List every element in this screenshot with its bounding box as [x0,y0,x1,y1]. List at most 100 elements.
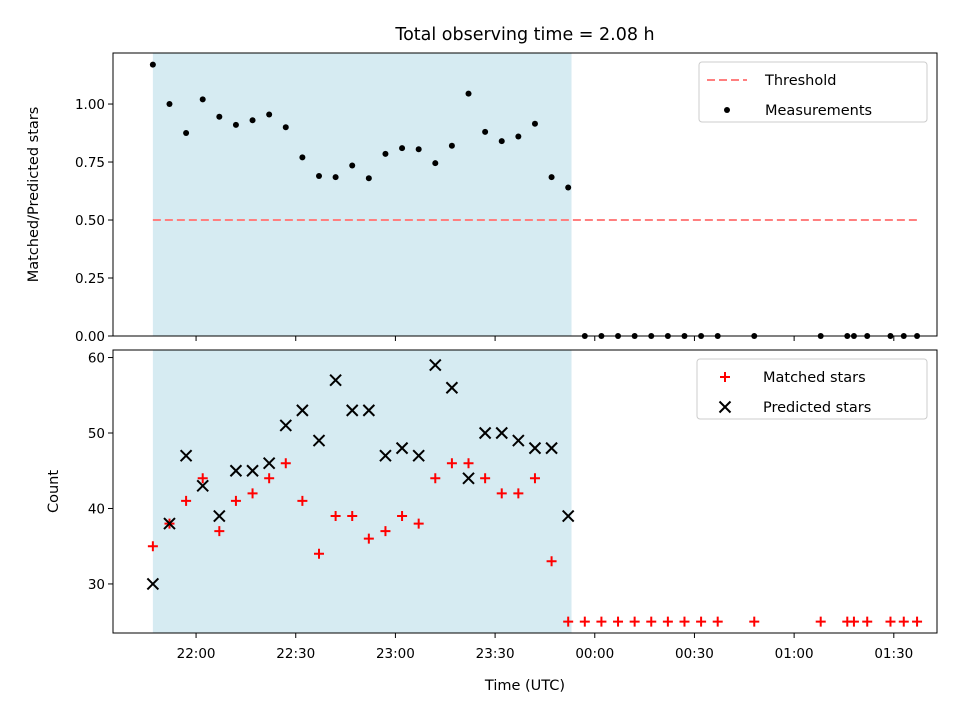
measurement-point [399,145,406,152]
x-tick-label: 00:00 [575,646,614,662]
legend-entry: Predicted stars [763,400,871,416]
predicted-stars-point [312,434,326,447]
predicted-stars-point [296,404,309,417]
predicted-stars-point [146,577,160,591]
legend-matched-swatch [720,372,730,382]
matched-stars-point [380,526,391,537]
measurement-point [565,184,572,191]
measurement-point [448,142,455,149]
matched-stars-point [912,616,923,627]
measurement-point [249,117,256,124]
x-tick-label: 22:30 [276,646,315,662]
measurement-point [332,174,339,181]
matched-stars-point [579,616,590,627]
matched-stars-point [297,495,308,506]
x-axis-label: Time (UTC) [484,678,565,694]
matched-stars-point [181,495,192,506]
y-tick-label: 0.00 [75,329,105,345]
matched-stars-point [696,616,707,627]
measurement-point [415,146,422,153]
observing-window-shade [152,350,572,633]
measurement-point [465,90,472,97]
x-tick-label: 23:30 [476,646,515,662]
predicted-stars-point [262,456,276,470]
bottom-axes-frame [112,349,938,634]
matched-stars-point [463,458,474,469]
matched-stars-point [197,473,208,484]
matched-stars-point [314,548,324,559]
measurement-point [349,162,356,169]
matched-stars-point [330,511,341,522]
y-tick-label: 0.50 [75,213,105,229]
predicted-stars-point [462,472,475,485]
matched-stars-point [513,488,524,499]
observing-window-shade [152,53,572,336]
y-tick-label: 30 [88,577,105,593]
matched-stars-point [613,616,624,627]
y-tick-label: 50 [88,426,105,442]
measurement-point [216,113,223,120]
predicted-stars-point [362,404,376,417]
legend-entry: Measurements [765,103,872,119]
measurement-point [498,138,505,145]
predicted-stars-point [213,509,226,523]
measurement-point [282,124,289,131]
matched-stars-point [862,616,873,627]
measurement-point [199,96,206,103]
predicted-stars-point [246,464,259,477]
predicted-stars-point [512,434,525,447]
matched-stars-point [662,616,673,627]
legend-box [696,358,928,420]
predicted-stars-point [429,358,442,372]
x-tick-label: 01:30 [874,646,913,662]
x-tick-label: 00:30 [675,646,714,662]
matched-stars-point [397,511,408,522]
y-tick-label: 1.00 [75,97,105,113]
predicted-stars-point [478,426,492,440]
legend-box [698,61,928,123]
matched-stars-point [230,495,241,506]
predicted-stars-point [329,373,342,387]
measurement-point [316,172,322,179]
predicted-stars-point [163,517,176,530]
matched-stars-point [529,473,540,484]
x-tick-label: 22:00 [177,646,216,662]
y-tick-label: 40 [88,501,105,517]
matched-stars-point [749,616,760,627]
measurement-point [432,160,439,167]
predicted-stars-point [379,449,392,462]
matched-stars-point [147,541,158,552]
measurement-point [515,133,522,140]
bottom-panel: 30 40 50 60 22:00 22:30 23:00 23:30 00:00 00:30 01… [46,349,938,662]
matched-stars-point [430,473,441,484]
predicted-stars-point [179,449,193,462]
matched-stars-point [885,616,896,627]
predicted-stars-point [412,449,425,462]
predicted-stars-point [346,404,359,417]
top-panel: 0.00 0.25 0.50 0.75 1.00 Matched/Predicted st… [26,52,938,345]
predicted-stars-point [229,464,243,477]
matched-stars-point [347,511,358,522]
matched-stars-point [712,616,723,627]
predicted-stars-point [495,426,508,440]
matched-stars-point [280,458,291,469]
legend-entry: Threshold [764,73,836,89]
measurement-point [365,175,372,182]
measurement-point [382,150,389,157]
predicted-stars-point [528,441,542,455]
legend-predicted-swatch [718,400,732,414]
matched-stars-point [480,473,491,484]
matched-stars-point [446,458,457,469]
predicted-stars-point [395,441,409,455]
matched-stars-point [646,616,657,627]
matched-stars-point [563,616,574,627]
matched-stars-point [247,488,258,499]
matched-stars-point [363,533,374,544]
top-axes-frame [112,52,938,337]
x-tick-label: 23:00 [376,646,415,662]
y-tick-label: 60 [88,351,105,367]
measurement-point [299,154,306,161]
measurement-point [531,120,538,127]
matched-stars-point [815,616,826,627]
